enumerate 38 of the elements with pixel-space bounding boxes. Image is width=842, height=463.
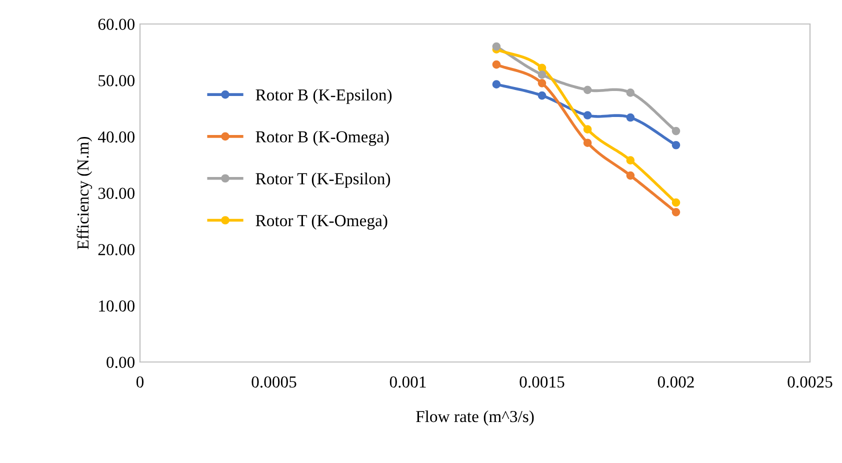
point	[583, 125, 592, 134]
point	[672, 208, 680, 216]
point	[672, 126, 680, 136]
x-tick-label: 0	[136, 376, 144, 388]
point	[538, 64, 546, 72]
point	[626, 156, 635, 164]
y-tick-label: 60.00	[98, 18, 135, 30]
point	[492, 80, 501, 88]
y-axis-title: Efficiency (N.m)	[76, 136, 92, 250]
point	[583, 138, 592, 148]
point	[538, 91, 546, 100]
y-tick-label: 20.00	[98, 244, 135, 256]
point	[583, 86, 592, 94]
y-tick-label: 10.00	[99, 300, 135, 312]
point	[492, 42, 501, 51]
x-tick-label: 0.002	[658, 376, 694, 388]
legend-label: Rotor B (K-Omega)	[256, 130, 389, 146]
x-tick-label: 0.0015	[520, 376, 564, 388]
x-tick-label: 0.001	[390, 376, 426, 388]
point	[538, 70, 546, 79]
legend-label: Rotor T (K-Epsilon)	[256, 172, 390, 188]
y-tick-label: 40.00	[98, 131, 135, 143]
y-tick-label: 30.00	[98, 188, 135, 200]
point	[583, 111, 592, 120]
point	[672, 140, 680, 150]
y-tick-label: 50.00	[98, 75, 135, 86]
x-tick-label: 0.0025	[788, 376, 832, 388]
point	[626, 88, 635, 97]
x-tick-label: 0.0005	[252, 376, 296, 388]
point	[626, 171, 635, 180]
legend-label: Rotor T (K-Omega)	[256, 214, 388, 230]
point	[492, 60, 501, 69]
x-axis-title: Flow rate (m^3/s)	[416, 410, 534, 426]
point	[672, 198, 680, 207]
y-tick-label: 0.00	[106, 356, 135, 368]
point	[538, 78, 546, 88]
legend-label: Rotor B (K-Epsilon)	[256, 88, 392, 104]
point	[626, 113, 635, 122]
